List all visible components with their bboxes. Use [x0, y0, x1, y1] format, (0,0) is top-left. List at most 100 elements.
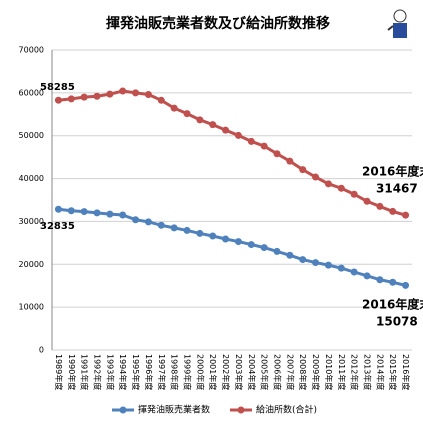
x-tick-label: 1996年度: [144, 354, 154, 390]
x-tick-label: 2002年度: [221, 354, 231, 390]
data-point: [196, 116, 203, 123]
x-tick-label: 2005年度: [260, 354, 270, 390]
y-tick-label: 20000: [19, 260, 44, 269]
data-point: [376, 203, 383, 210]
data-point: [274, 248, 281, 255]
annotation: 2016年度末: [362, 164, 423, 179]
x-tick-label: 2001年度: [208, 354, 218, 390]
data-point: [55, 97, 62, 104]
x-tick-label: 2000年度: [195, 354, 205, 390]
data-point: [171, 224, 178, 231]
data-point: [94, 209, 101, 216]
data-point: [364, 272, 371, 279]
x-tick-label: 1994年度: [118, 354, 128, 390]
data-point: [248, 138, 255, 145]
data-point: [248, 241, 255, 248]
y-tick-label: 10000: [19, 303, 44, 312]
data-point: [286, 158, 293, 165]
chart-title: 揮発油販売業者数及び給油所数推移: [106, 15, 330, 32]
data-point: [184, 227, 191, 234]
data-point: [389, 279, 396, 286]
x-tick-label: 2004年度: [247, 354, 257, 390]
data-point: [106, 91, 113, 98]
data-point: [325, 180, 332, 187]
x-tick-label: 1993年度: [105, 354, 115, 390]
x-tick-label: 2010年度: [324, 354, 334, 390]
data-point: [132, 89, 139, 96]
data-point: [312, 259, 319, 266]
data-point: [402, 282, 409, 289]
data-point: [145, 218, 152, 225]
x-tick-label: 2009年度: [311, 354, 321, 390]
legend-marker: [238, 407, 245, 414]
legend-label: 給油所数(合計): [256, 404, 317, 416]
x-tick-label: 1999年度: [183, 354, 193, 390]
data-point: [338, 185, 345, 192]
y-tick-label: 40000: [19, 174, 44, 183]
x-tick-label: 1991年度: [80, 354, 90, 390]
data-point: [209, 233, 216, 240]
x-tick-label: 2008年度: [298, 354, 308, 390]
data-point: [119, 212, 126, 219]
y-tick-label: 50000: [19, 131, 44, 140]
data-point: [312, 174, 319, 181]
data-point: [132, 216, 139, 223]
x-tick-label: 2006年度: [273, 354, 283, 390]
data-point: [222, 236, 229, 243]
annotation: 2016年度末: [362, 297, 423, 312]
annotation: 15078: [376, 315, 418, 329]
x-tick-label: 2007年度: [285, 354, 295, 390]
data-point: [235, 132, 242, 139]
data-point: [299, 256, 306, 263]
data-point: [81, 94, 88, 101]
data-point: [209, 121, 216, 128]
x-tick-label: 2003年度: [234, 354, 244, 390]
data-point: [158, 222, 165, 229]
x-tick-label: 1995年度: [131, 354, 141, 390]
legend-marker: [120, 407, 127, 414]
chart: 揮発油販売業者数及び給油所数推移 01000020000300004000050…: [0, 0, 423, 421]
data-point: [351, 191, 358, 198]
x-tick-label: 2014年度: [375, 354, 385, 390]
data-point: [119, 88, 126, 95]
data-point: [389, 208, 396, 215]
data-point: [106, 211, 113, 218]
data-point: [222, 127, 229, 134]
data-point: [351, 269, 358, 276]
data-point: [196, 230, 203, 237]
annotation: 58285: [40, 82, 75, 93]
data-point: [364, 198, 371, 205]
data-point: [261, 244, 268, 251]
x-tick-label: 2016年度: [401, 354, 411, 390]
data-point: [55, 206, 62, 213]
data-point: [184, 110, 191, 117]
data-point: [68, 95, 75, 102]
x-tick-label: 2015年度: [388, 354, 398, 390]
y-tick-label: 70000: [19, 46, 44, 55]
data-point: [81, 208, 88, 215]
data-point: [325, 262, 332, 269]
data-point: [261, 143, 268, 150]
x-tick-label: 2011年度: [337, 354, 347, 390]
y-tick-label: 0: [39, 346, 44, 355]
data-point: [376, 276, 383, 283]
x-tick-label: 1997年度: [157, 354, 167, 390]
data-point: [158, 97, 165, 104]
data-point: [235, 238, 242, 245]
data-point: [286, 252, 293, 259]
data-point: [145, 91, 152, 98]
annotation: 32835: [40, 221, 75, 232]
x-tick-label: 2012年度: [350, 354, 360, 390]
legend-label: 揮発油販売業者数: [138, 404, 210, 416]
data-point: [94, 93, 101, 100]
x-tick-label: 1998年度: [170, 354, 180, 390]
x-tick-label: 1989年度: [54, 354, 64, 390]
data-point: [171, 105, 178, 112]
x-tick-label: 2013年度: [363, 354, 373, 390]
x-tick-label: 1990年度: [67, 354, 77, 390]
annotation: 31467: [376, 182, 418, 196]
data-point: [299, 166, 306, 173]
x-tick-label: 1992年度: [93, 354, 103, 390]
data-point: [68, 207, 75, 214]
data-point: [338, 265, 345, 272]
